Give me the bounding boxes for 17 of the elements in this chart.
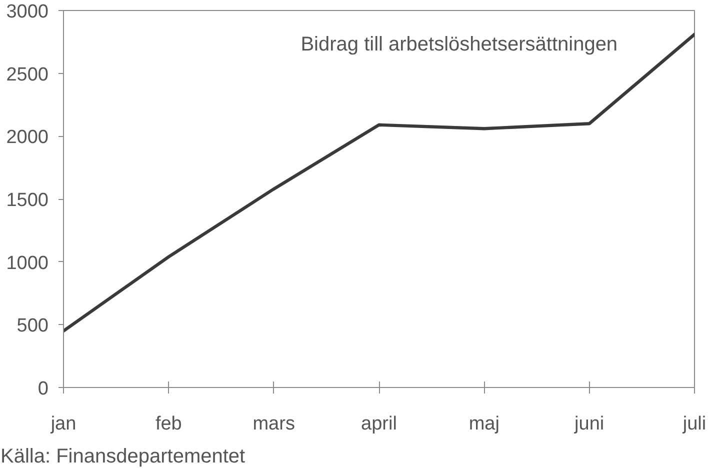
text: Källa: Finansdepartementet xyxy=(0,446,246,468)
y-tick-label: 2500 xyxy=(6,64,49,86)
x-tick-label: juli xyxy=(682,414,706,434)
y-tick-label: 500 xyxy=(16,316,48,337)
y-tick-label: 2000 xyxy=(6,127,49,148)
y-tick-label: 0 xyxy=(38,378,49,400)
line-series xyxy=(64,32,694,333)
x-tick-label: feb xyxy=(155,414,182,434)
x-tick-label: maj xyxy=(468,414,500,434)
y-tick-label: 3000 xyxy=(6,2,49,22)
x-tick-label: april xyxy=(361,414,397,434)
x-tick-label: jan xyxy=(50,414,76,434)
x-tick-label: mars xyxy=(252,414,295,434)
y-tick-label: 1000 xyxy=(6,252,49,274)
y-tick-label: 1500 xyxy=(6,190,49,211)
text: Bidrag till arbetslöshetsersättningen xyxy=(300,33,618,56)
x-tick-label: juni xyxy=(574,414,604,434)
